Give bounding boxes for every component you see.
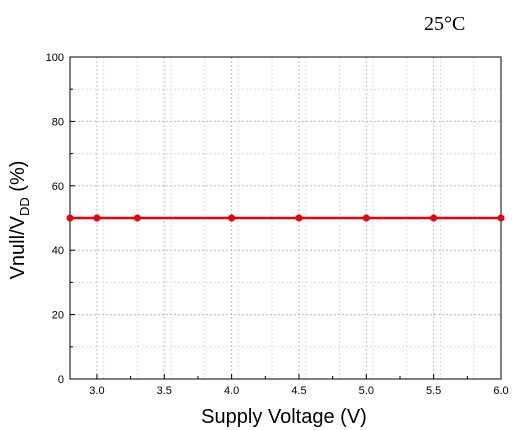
x-tick-label: 5.0	[359, 385, 374, 397]
y-axis-title-main: Vnull/V	[7, 215, 29, 279]
x-axis-title: Supply Voltage (V)	[201, 406, 367, 428]
y-tick-label: 40	[52, 245, 64, 257]
data-point	[133, 214, 141, 222]
y-tick-label: 0	[58, 374, 64, 386]
data-point	[66, 214, 74, 222]
y-axis-title-subscript: DD	[17, 197, 32, 216]
y-axis-title: Vnull/VDD (%)	[7, 161, 32, 280]
x-tick-label: 5.5	[426, 385, 441, 397]
series-layer	[66, 214, 505, 222]
x-tick-label: 6.0	[493, 385, 508, 397]
x-tick-label: 4.0	[224, 385, 239, 397]
y-tick-label: 60	[52, 181, 64, 193]
x-tick-labels: 3.0 3.5 4.0 4.5 5.0 5.5 6.0	[89, 385, 508, 397]
data-point	[228, 214, 236, 222]
x-tick-label: 4.5	[291, 385, 306, 397]
y-axis-title-unit: (%)	[7, 161, 29, 198]
x-tick-label: 3.0	[89, 385, 104, 397]
data-point	[497, 214, 505, 222]
data-point	[430, 214, 438, 222]
data-point	[93, 214, 101, 222]
y-tick-label: 20	[52, 310, 64, 322]
y-tick-labels: 0 20 40 60 80 100	[46, 52, 64, 386]
temperature-annotation: 25°C	[424, 13, 465, 35]
y-tick-label: 80	[52, 116, 64, 128]
y-tick-label: 100	[46, 52, 64, 64]
x-tick-label: 3.5	[157, 385, 172, 397]
data-point	[295, 214, 303, 222]
data-point	[362, 214, 370, 222]
